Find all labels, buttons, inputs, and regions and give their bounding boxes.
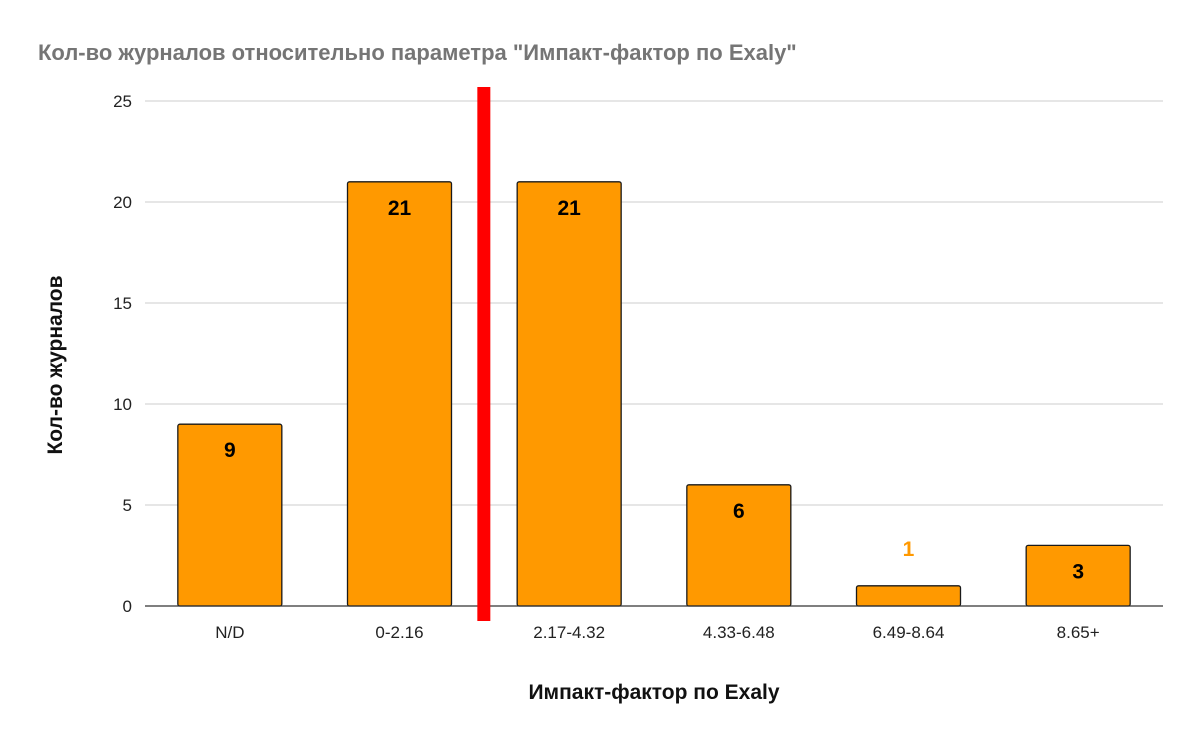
y-tick-label: 15 <box>113 294 132 313</box>
bar-value-label: 21 <box>557 197 581 220</box>
bar-value-label: 21 <box>388 197 412 220</box>
y-tick-label: 5 <box>123 496 132 515</box>
bar-value-label: 9 <box>224 439 236 462</box>
bar <box>855 585 962 607</box>
x-tick-label: 6.49-8.64 <box>873 623 945 642</box>
bar <box>346 181 453 607</box>
x-tick-label: 8.65+ <box>1057 623 1100 642</box>
bar <box>516 181 622 607</box>
x-tick-label: N/D <box>215 623 244 642</box>
y-tick-label: 10 <box>113 395 132 414</box>
y-tick-label: 25 <box>113 92 132 111</box>
x-axis-title: Импакт-фактор по Exaly <box>528 681 779 704</box>
x-tick-label: 4.33-6.48 <box>703 623 775 642</box>
x-tick-label: 2.17-4.32 <box>533 623 605 642</box>
y-tick-label: 0 <box>123 597 132 616</box>
bar-value-label: 3 <box>1072 560 1084 583</box>
y-axis-title: Кол-во журналов <box>44 275 67 454</box>
bar-value-label: 6 <box>733 500 745 523</box>
red-divider-marker <box>477 87 491 621</box>
chart-title: Кол-во журналов относительно параметра "… <box>38 40 797 65</box>
y-tick-label: 20 <box>113 193 132 212</box>
x-tick-label: 0-2.16 <box>375 623 423 642</box>
bar-value-label: 1 <box>903 538 915 561</box>
